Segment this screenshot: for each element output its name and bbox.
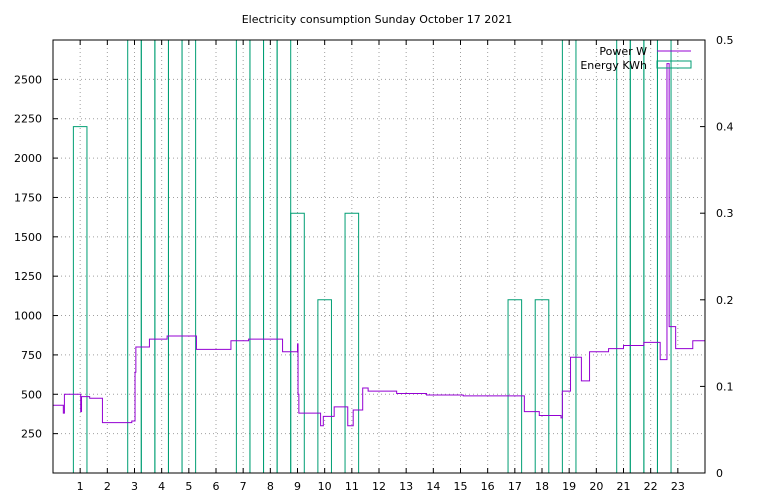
energy-bar: [72, 126, 88, 473]
x-tick-label: 18: [535, 480, 549, 493]
x-tick-label: 2: [104, 480, 111, 493]
y-tick-label: 2250: [14, 113, 42, 126]
x-tick-label: 17: [508, 480, 522, 493]
energy-bar: [290, 212, 305, 473]
legend-label-power: Power W: [599, 45, 647, 58]
chart-title: Electricity consumption Sunday October 1…: [242, 13, 513, 26]
x-tick-label: 22: [644, 480, 658, 493]
x-tick-label: 1: [77, 480, 84, 493]
x-tick-label: 19: [562, 480, 576, 493]
x-tick-label: 7: [240, 480, 247, 493]
y2-tick-label: 0.2: [716, 294, 734, 307]
x-tick-label: 16: [481, 480, 495, 493]
y-tick-label: 250: [21, 428, 42, 441]
power-line-group: [53, 63, 705, 427]
x-tick-label: 9: [294, 480, 301, 493]
energy-bar: [561, 40, 577, 473]
x-tick-label: 14: [426, 480, 440, 493]
energy-bars: [72, 40, 672, 473]
legend-swatch-energy: [656, 60, 692, 69]
y2-tick-label: 0.1: [716, 380, 734, 393]
grid: [53, 40, 705, 473]
power-line: [53, 63, 705, 427]
energy-bar: [507, 299, 523, 473]
y-tick-label: 1500: [14, 231, 42, 244]
y2-tick-label: 0.5: [716, 34, 734, 47]
y-tick-label: 1250: [14, 270, 42, 283]
x-tick-label: 20: [589, 480, 603, 493]
x-tick-label: 21: [617, 480, 631, 493]
x-tick-label: 8: [267, 480, 274, 493]
energy-bar: [317, 299, 332, 473]
energy-bar: [534, 299, 550, 473]
y-tick-label: 1750: [14, 191, 42, 204]
x-tick-label: 4: [158, 480, 165, 493]
x-tick-label: 10: [318, 480, 332, 493]
y2-tick-label: 0.4: [716, 121, 734, 134]
y-tick-label: 750: [21, 349, 42, 362]
legend-label-energy: Energy KWh: [580, 59, 647, 72]
x-tick-label: 3: [131, 480, 138, 493]
y-axis: 250 500 750 1000 1250 1500 1750 2000 2250 2500: [14, 73, 58, 441]
y2-tick-label: 0: [716, 467, 723, 480]
x-tick-label: 5: [185, 480, 192, 493]
y2-tick-label: 0.3: [716, 207, 734, 220]
x-tick-label: 13: [399, 480, 413, 493]
energy-bar: [181, 40, 197, 473]
energy-bar: [656, 40, 672, 473]
y-tick-label: 2500: [14, 73, 42, 86]
y-tick-label: 500: [21, 388, 42, 401]
x-tick-label: 15: [454, 480, 468, 493]
y-tick-label: 1000: [14, 310, 42, 323]
y2-axis: 0 0.1 0.2 0.3 0.4 0.5: [700, 34, 734, 480]
x-tick-label: 12: [372, 480, 386, 493]
y-tick-label: 2000: [14, 152, 42, 165]
energy-bar: [344, 212, 360, 473]
x-tick-label: 23: [671, 480, 685, 493]
x-tick-label: 11: [345, 480, 359, 493]
x-axis: 1 2 3 4 5 6 7 8 9 10 11 12 13 14 15 16 17 18 19 20 21 22 23: [77, 40, 685, 493]
x-tick-label: 6: [213, 480, 220, 493]
